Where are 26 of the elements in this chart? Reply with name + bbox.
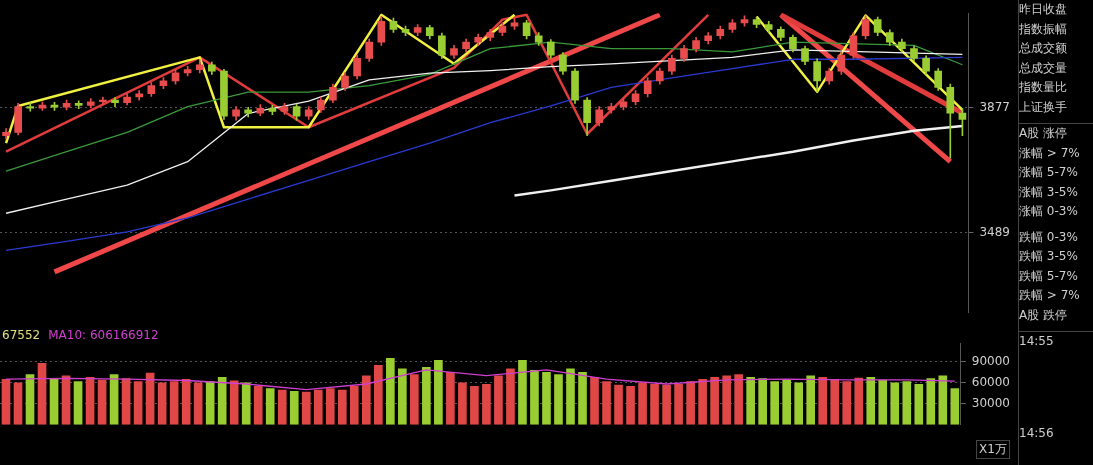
text: 跌幅 > 7% — [1019, 287, 1081, 304]
text: 跌幅 3-5% — [1019, 248, 1079, 265]
text: 67552 — [2, 328, 41, 342]
text: 上证换手 — [1019, 98, 1068, 116]
y-tick-label: 30000 — [971, 395, 1011, 410]
text: 指数振幅 — [1019, 20, 1068, 38]
text: 涨幅 3-5% — [1019, 183, 1079, 201]
text: 昨日收盘 — [1019, 1, 1068, 18]
text: 总成交量 — [1019, 59, 1068, 77]
text: A股 涨停 — [1019, 123, 1093, 144]
text: 14:55 — [1019, 331, 1093, 352]
y-tick-label: 3877 — [979, 99, 1011, 114]
text: 指数量比 — [1019, 79, 1068, 96]
text: MA10: 606166912 — [48, 328, 159, 342]
text: 涨幅 5-7% — [1019, 164, 1079, 181]
text: 跌幅 5-7% — [1019, 267, 1079, 285]
y-axis-title: X1万 — [976, 440, 1010, 459]
y-tick-label: 60000 — [971, 374, 1011, 389]
text: A股 跌停 — [1019, 306, 1069, 324]
text: 总成交额 — [1019, 40, 1068, 57]
text: 跌幅 0-3% — [1019, 228, 1079, 246]
y-tick-label: 90000 — [971, 353, 1011, 368]
text: 涨幅 > 7% — [1019, 144, 1081, 162]
y-tick-label: 3489 — [979, 224, 1011, 239]
text: 涨幅 0-3% — [1019, 203, 1079, 220]
text: 14:56 — [1019, 424, 1055, 442]
